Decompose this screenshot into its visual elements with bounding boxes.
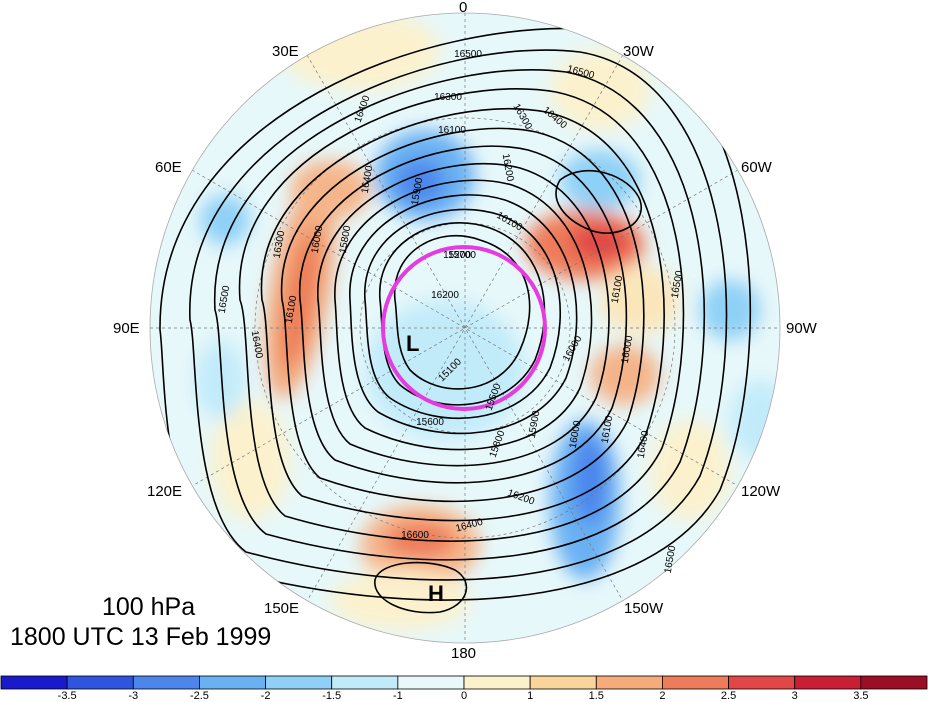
lon-label-150w: 150W (624, 600, 664, 617)
lon-label-0: 0 (459, 0, 467, 16)
lon-label-150e: 150E (264, 600, 299, 617)
colorbar-swatch (0, 675, 68, 690)
colorbar-swatch (463, 675, 531, 690)
high-center-label: H (428, 581, 444, 606)
contour-label: 16100 (284, 294, 300, 324)
valid-time-caption: 1800 UTC 13 Feb 1999 (10, 623, 272, 651)
pressure-level-caption: 100 hPa (102, 593, 196, 621)
contour-label: 16300 (272, 229, 288, 259)
colorbar-tick-label: 2 (659, 690, 665, 702)
longitude-labels: 0 30W 60W 90W 120W 150W 180 150E 120E 90… (113, 0, 818, 662)
colorbar-swatch (397, 675, 465, 690)
lon-label-90w: 90W (786, 320, 818, 337)
lon-label-120e: 120E (147, 483, 182, 500)
contour-label: 16400 (360, 164, 376, 194)
colorbar-tick-label: -1 (393, 690, 403, 702)
colorbar-swatch (66, 675, 134, 690)
colorbar-swatch (331, 675, 399, 690)
colorbar-swatch (794, 675, 862, 690)
contour-label: 15800 (338, 224, 354, 254)
colorbar-swatch (199, 675, 266, 690)
contour-label: 16600 (401, 530, 429, 541)
contour-label: 16100 (438, 125, 466, 136)
map-boundary (149, 12, 781, 644)
colorbar-swatch (595, 675, 663, 690)
colorbar-tick-label: 1.5 (589, 690, 604, 702)
colorbar: -3.5 -3 -2.5 -2 -1.5 -1 0 1 1.5 2 2.5 3 3.5 (0, 675, 928, 702)
contour-label: 15900 (410, 176, 426, 206)
colorbar-tick-label: -2.5 (190, 690, 209, 702)
colorbar-swatch (132, 675, 200, 690)
lon-label-180: 180 (451, 645, 476, 662)
colorbar-tick-label: 1 (527, 690, 533, 702)
colorbar-tick-label: 3.5 (853, 690, 868, 702)
colorbar-swatch (728, 675, 796, 690)
colorbar-tick-label: -2 (261, 690, 271, 702)
lon-label-30e: 30E (272, 43, 299, 60)
contour-label: 15200 (443, 250, 471, 261)
contour-label: 16500 (663, 544, 679, 574)
colorbar-tick-label: -3 (128, 690, 138, 702)
contour-label: 15700 (448, 250, 476, 261)
highlight-circle (381, 245, 547, 411)
contour-label: 16000 (620, 334, 636, 364)
lon-label-120w: 120W (741, 483, 781, 500)
colorbar-swatch (662, 675, 729, 690)
lon-label-60e: 60E (155, 159, 182, 176)
contour-label: 16000 (568, 419, 584, 449)
anomaly-shading (150, 13, 780, 643)
contour-label: 16100 (610, 274, 626, 304)
contour-label: 16500 (454, 49, 482, 60)
contour-label: 15900 (527, 409, 543, 439)
colorbar-tick-label: 0 (461, 690, 467, 702)
contour-label: 16100 (600, 414, 616, 444)
contour-label: 16200 (431, 290, 459, 301)
lon-label-60w: 60W (741, 159, 773, 176)
contour-label: 16200 (500, 153, 516, 183)
colorbar-swatch (860, 675, 928, 690)
contour-label: 15600 (416, 417, 444, 428)
low-center-label: L (406, 331, 419, 356)
contour-label: 16400 (636, 429, 652, 459)
contour-label: 16500 (217, 284, 233, 314)
height-contours (159, 27, 751, 614)
lon-label-30w: 30W (623, 43, 655, 60)
contour-label: 16500 (670, 269, 686, 299)
colorbar-swatch (529, 675, 597, 690)
colorbar-tick-label: -1.5 (322, 690, 341, 702)
contour-label: 16000 (310, 224, 326, 254)
contour-label: 16300 (434, 92, 462, 103)
colorbar-swatch (265, 675, 333, 690)
colorbar-tick-label: 3 (792, 690, 798, 702)
colorbar-tick-label: -3.5 (58, 690, 77, 702)
lon-label-90e: 90E (113, 320, 140, 337)
colorbar-tick-label: 2.5 (721, 690, 736, 702)
contour-label: 16400 (249, 330, 265, 360)
